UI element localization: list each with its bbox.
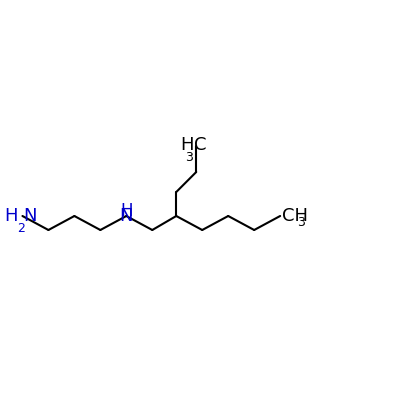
- Text: 3: 3: [186, 151, 194, 164]
- Text: 2: 2: [17, 222, 25, 235]
- Text: H: H: [4, 207, 17, 225]
- Text: H: H: [120, 202, 132, 220]
- Text: C: C: [194, 136, 207, 154]
- Text: 3: 3: [297, 216, 305, 228]
- Text: H: H: [180, 136, 194, 154]
- Text: N: N: [120, 207, 133, 225]
- Text: N: N: [23, 207, 37, 225]
- Text: CH: CH: [282, 207, 308, 225]
